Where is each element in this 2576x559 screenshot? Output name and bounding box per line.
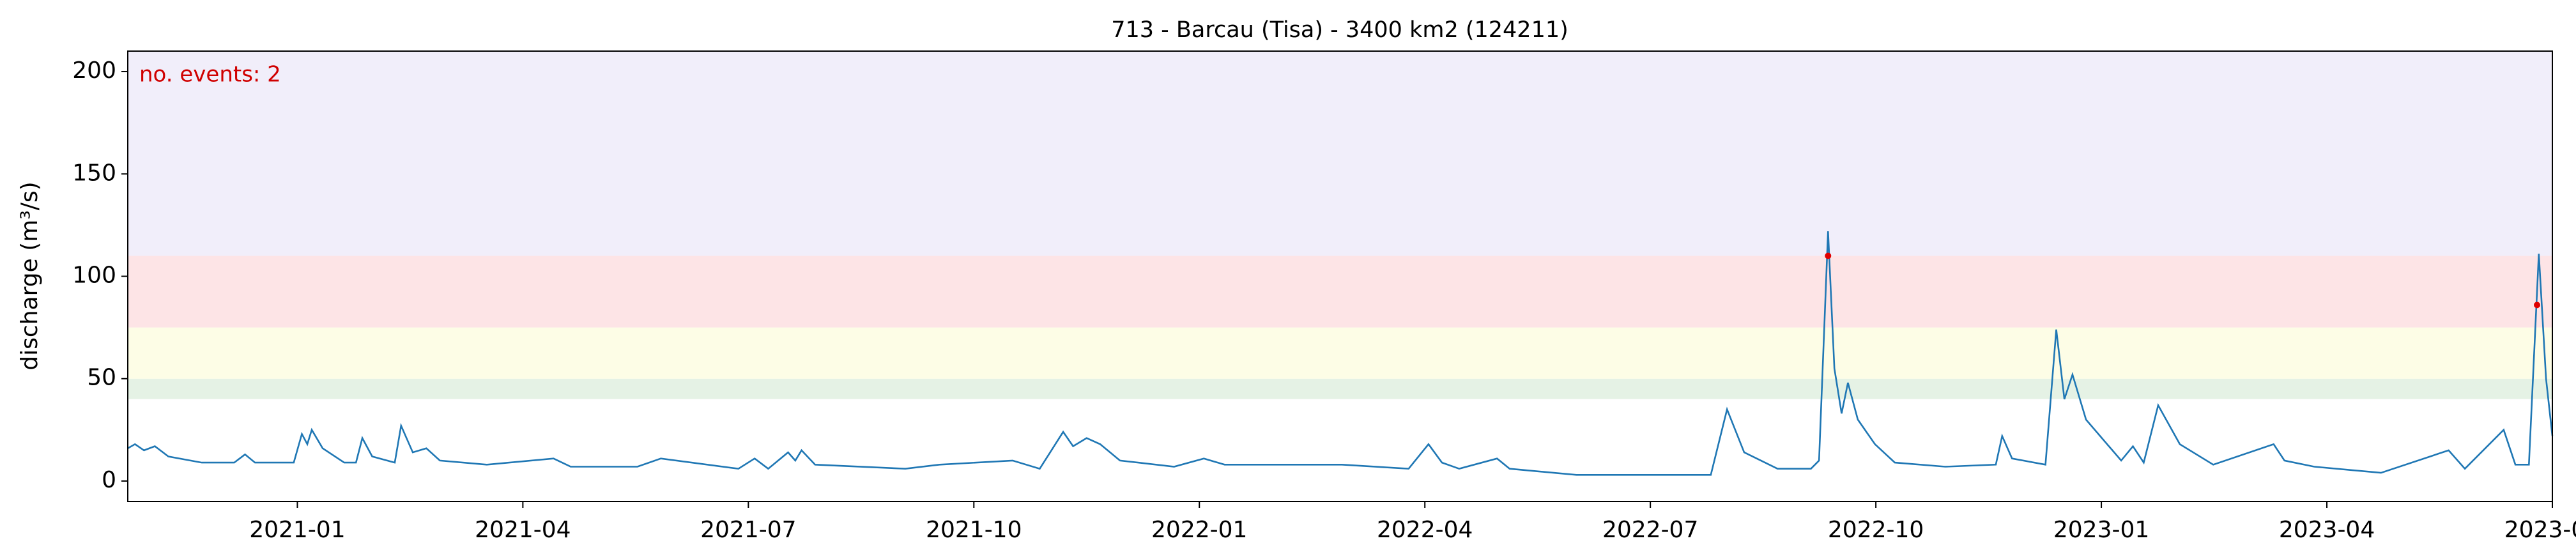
threshold-band (128, 256, 2552, 328)
event-point (1825, 252, 1832, 259)
y-tick-label: 150 (72, 160, 116, 186)
x-tick-label: 2021-10 (926, 517, 1022, 543)
y-tick-label: 0 (102, 467, 116, 493)
x-tick-label: 2022-04 (1377, 517, 1473, 543)
threshold-band (128, 51, 2552, 256)
y-tick-label: 200 (72, 57, 116, 84)
x-tick-label: 2023-07 (2504, 517, 2576, 543)
y-tick-label: 100 (72, 263, 116, 289)
x-tick-label: 2023-04 (2279, 517, 2375, 543)
x-tick-label: 2022-07 (1602, 517, 1698, 543)
x-tick-label: 2022-01 (1151, 517, 1247, 543)
threshold-band (128, 378, 2552, 399)
y-tick-label: 50 (87, 365, 116, 391)
x-tick-label: 2022-10 (1828, 517, 1924, 543)
x-tick-label: 2021-01 (249, 517, 345, 543)
x-tick-label: 2023-01 (2053, 517, 2149, 543)
threshold-band (128, 327, 2552, 379)
event-point (2533, 302, 2540, 309)
y-axis-label: discharge (m³/s) (17, 181, 43, 370)
plot-frame (127, 50, 2553, 502)
x-tick-label: 2021-04 (475, 517, 571, 543)
chart-title: 713 - Barcau (Tisa) - 3400 km2 (124211) (1111, 17, 1568, 43)
discharge-line (127, 231, 2554, 476)
x-tick-label: 2021-07 (700, 517, 796, 543)
events-annotation: no. events: 2 (139, 62, 281, 88)
